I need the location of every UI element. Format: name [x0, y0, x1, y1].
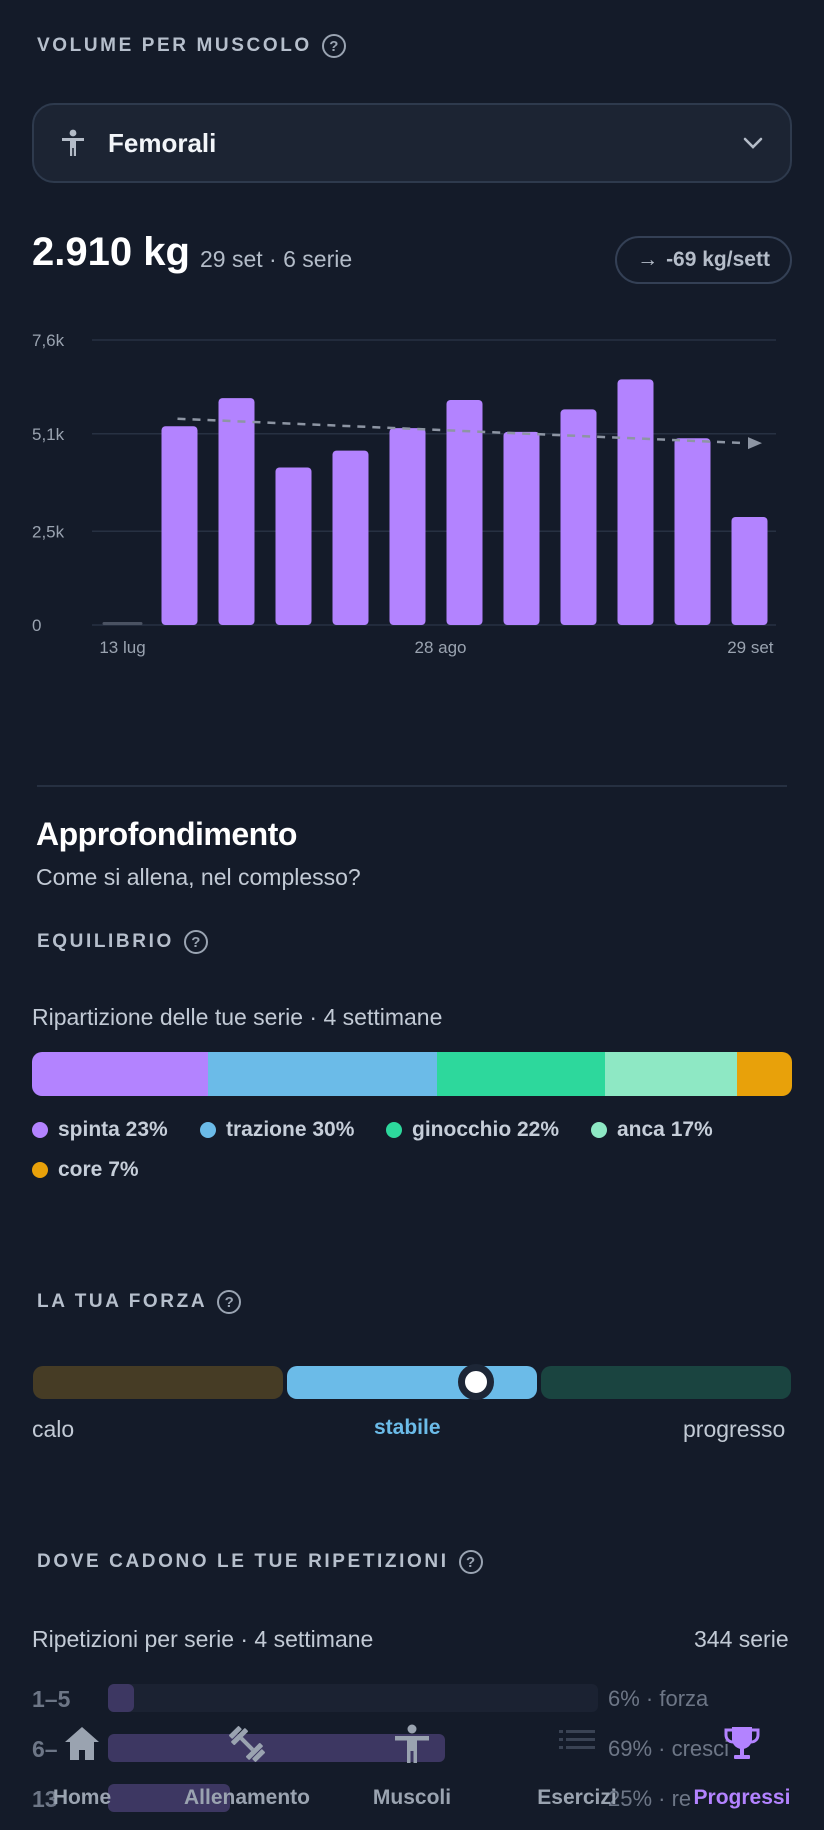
section-divider: [37, 785, 787, 787]
balance-segment-trazione: [208, 1052, 437, 1096]
legend-label: ginocchio 22%: [412, 1118, 560, 1141]
volume-bar-chart: 7,6k 5,1k 2,5k 0 13 lug 28 ago 29 set: [32, 331, 776, 657]
chart-bar: [560, 409, 597, 625]
chart-bar: [161, 426, 198, 625]
nav-label-muscoli: Muscoli: [372, 1786, 452, 1809]
help-icon[interactable]: ?: [458, 1550, 483, 1574]
rep-range-label: 13: [32, 1786, 58, 1812]
chart-bar: [674, 438, 711, 625]
rep-text: 6% · forza: [608, 1686, 709, 1711]
chart-bar: [731, 517, 768, 625]
strength-segment-stabile: [287, 1366, 537, 1399]
chart-bar: [503, 431, 540, 625]
chart-bar: [218, 398, 255, 625]
legend-item-trazione: trazione 30%: [200, 1118, 354, 1142]
volume-total-value: 2.910 kg: [32, 230, 190, 274]
list-icon: [559, 1730, 595, 1749]
nav-label-progressi: Progressi: [693, 1786, 791, 1809]
strength-label-calo: calo: [32, 1416, 75, 1442]
ripetizioni-section-title: DOVE CADONO LE TUE RIPETIZIONI ?: [37, 1550, 483, 1574]
trophy-icon: [724, 1727, 760, 1759]
forza-section-title: LA TUA FORZA ?: [37, 1290, 242, 1314]
rep-fill: [108, 1734, 445, 1762]
x-tick-label: 28 ago: [415, 638, 467, 657]
ripetizioni-label: DOVE CADONO LE TUE RIPETIZIONI: [37, 1551, 449, 1572]
chart-bar: [275, 467, 312, 625]
legend-label: anca 17%: [617, 1118, 713, 1141]
rep-fill: [108, 1784, 230, 1812]
ripetizioni-caption: Ripetizioni per serie · 4 settimane: [32, 1626, 374, 1652]
rep-track: [108, 1684, 598, 1712]
equilibrio-label: EQUILIBRIO: [37, 931, 174, 952]
nav-label-esercizi: Esercizi: [537, 1786, 617, 1809]
selected-muscle: Femorali: [108, 127, 217, 158]
strength-segment-progresso: [541, 1366, 791, 1399]
trend-value: -69 kg/sett: [666, 248, 770, 271]
y-tick-label: 2,5k: [32, 522, 65, 541]
rep-text: 69% · cresci: [608, 1736, 730, 1761]
strength-label-progresso: progresso: [683, 1416, 786, 1442]
home-icon: [65, 1727, 99, 1760]
legend-dot: [386, 1122, 402, 1138]
arrow-right-icon: →: [637, 248, 659, 271]
chart-bar: [102, 622, 143, 625]
legend-dot: [591, 1122, 607, 1138]
chart-bar: [617, 379, 654, 625]
forza-label: LA TUA FORZA: [37, 1291, 208, 1312]
equilibrio-caption: Ripartizione delle tue serie · 4 settima…: [32, 1004, 443, 1030]
legend-dot: [32, 1122, 48, 1138]
legend-label: spinta 23%: [58, 1118, 168, 1141]
balance-segment-anca: [605, 1052, 737, 1096]
volume-section-label: VOLUME PER MUSCOLO: [37, 35, 312, 56]
legend-item-core: core 7%: [32, 1158, 139, 1182]
rep-text: 25% · re: [608, 1786, 692, 1811]
equilibrio-section-title: EQUILIBRIO ?: [37, 930, 208, 954]
nav-label-home: Home: [52, 1786, 112, 1809]
approfondimento-title: Approfondimento: [36, 816, 297, 852]
legend-item-spinta: spinta 23%: [32, 1118, 168, 1142]
y-tick-label: 0: [32, 616, 41, 635]
balance-segment-core: [737, 1052, 792, 1096]
nav-label-allenamento: Allenamento: [183, 1786, 311, 1809]
balance-stacked-bar: [32, 1052, 792, 1096]
rep-range-label: 1–5: [32, 1686, 71, 1712]
strength-segment-calo: [33, 1366, 283, 1399]
balance-segment-ginocchio: [437, 1052, 605, 1096]
strength-label-stabile: stabile: [374, 1416, 441, 1439]
dumbbell-icon: [229, 1726, 265, 1762]
volume-section-title: VOLUME PER MUSCOLO ?: [37, 34, 346, 58]
x-tick-label: 13 lug: [99, 638, 145, 657]
legend-dot: [200, 1122, 216, 1138]
chart-trend-line: [177, 417, 747, 445]
y-tick-label: 7,6k: [32, 331, 65, 350]
balance-segment-spinta: [32, 1052, 208, 1096]
help-icon[interactable]: ?: [183, 930, 208, 954]
help-icon[interactable]: ?: [321, 34, 346, 58]
volume-sub-info: 29 set · 6 serie: [200, 246, 353, 272]
chart-bar: [446, 400, 483, 625]
legend-item-ginocchio: ginocchio 22%: [386, 1118, 559, 1142]
legend-label: trazione 30%: [226, 1118, 355, 1141]
chart-bar: [332, 450, 369, 625]
legend-label: core 7%: [58, 1158, 139, 1181]
legend-item-anca: anca 17%: [591, 1118, 713, 1142]
strength-indicator-knob: [458, 1364, 494, 1400]
y-tick-label: 5,1k: [32, 425, 65, 444]
person-icon: [62, 129, 84, 156]
rep-fill: [108, 1684, 134, 1712]
chevron-down-icon: [743, 137, 763, 149]
muscle-selector-dropdown[interactable]: Femorali: [32, 103, 792, 183]
help-icon[interactable]: ?: [217, 1290, 242, 1314]
trend-arrowhead-icon: [748, 437, 762, 450]
legend-dot: [32, 1162, 48, 1178]
trend-pill[interactable]: → -69 kg/sett: [615, 236, 792, 284]
rep-range-label: 6–: [32, 1736, 58, 1762]
approfondimento-subtitle: Come si allena, nel complesso?: [36, 864, 361, 890]
person-icon: [395, 1724, 429, 1763]
x-tick-label: 29 set: [727, 638, 774, 657]
ripetizioni-total: 344 serie: [694, 1626, 789, 1652]
chart-bar: [389, 428, 426, 625]
